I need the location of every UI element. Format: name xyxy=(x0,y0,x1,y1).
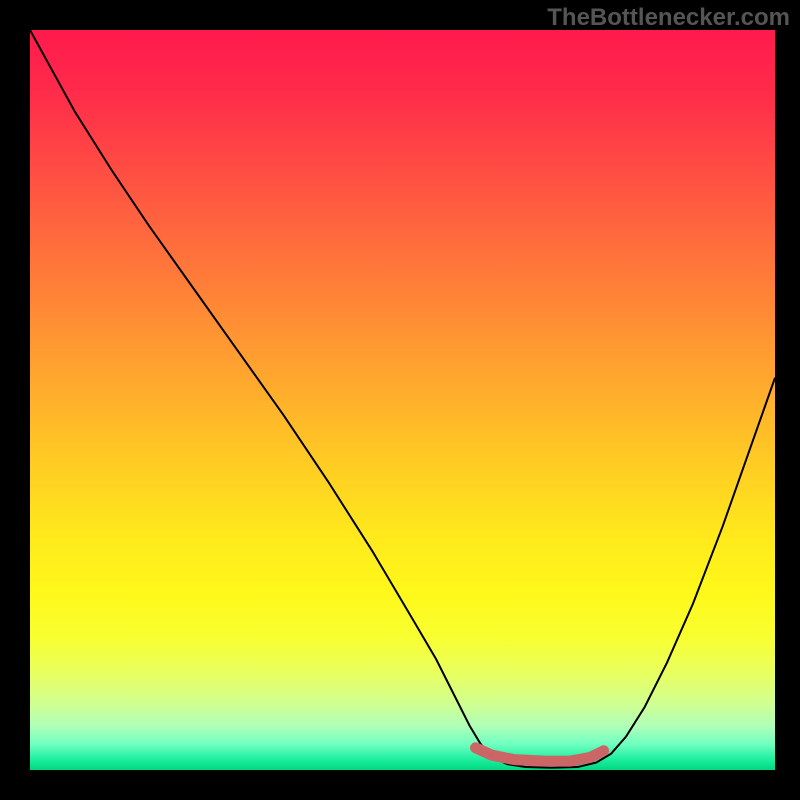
gradient-background xyxy=(30,30,775,770)
canvas: TheBottlenecker.com xyxy=(0,0,800,800)
watermark-label: TheBottlenecker.com xyxy=(547,4,790,32)
bottleneck-chart xyxy=(30,30,775,770)
